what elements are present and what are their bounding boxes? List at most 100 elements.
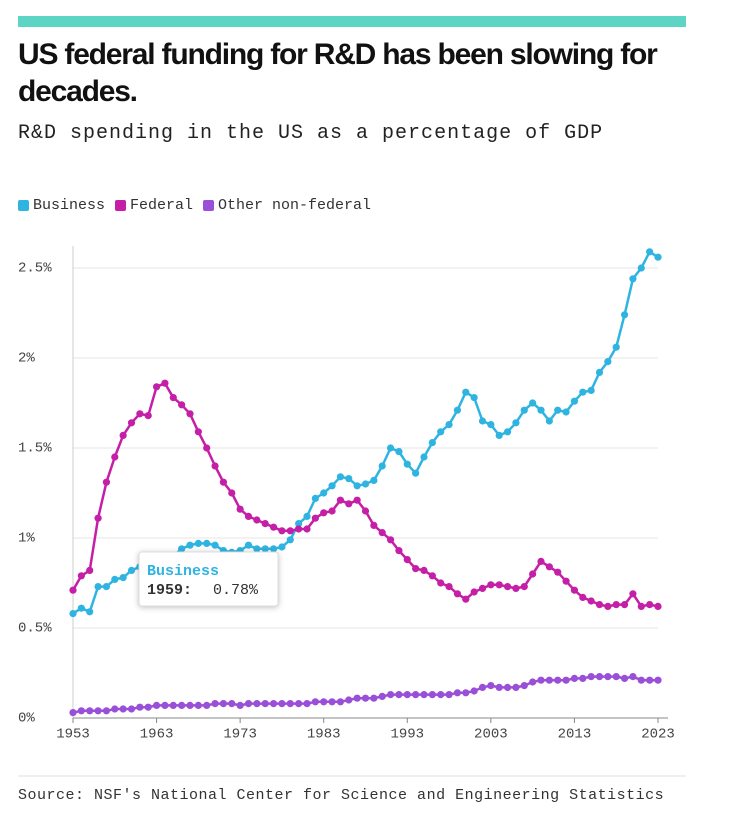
data-point [353,694,361,702]
data-point [336,496,345,504]
data-point [537,406,545,414]
y-tick-label: 1.5% [18,441,52,457]
data-point [637,264,645,272]
data-point [487,581,495,589]
data-point [386,691,395,699]
data-point [453,406,462,414]
data-point [545,676,553,684]
data-point [545,417,553,425]
data-point [654,676,662,684]
chart-title: US federal funding for R&D has been slow… [18,38,658,108]
legend-swatch [203,200,215,211]
data-point [637,676,645,684]
x-tick-label: 1983 [307,727,341,743]
data-point [119,431,127,439]
data-point [244,541,253,549]
data-point [503,428,512,436]
y-tick-label: 1% [18,531,35,547]
data-point [203,539,211,548]
data-point [386,444,395,452]
data-point [345,500,353,508]
y-tick-label: 2% [18,351,35,367]
data-point [194,701,202,710]
data-point [529,570,537,578]
data-point [77,572,85,580]
data-point [579,388,587,396]
data-point [587,597,595,605]
data-point [503,583,512,591]
legend-item: Federal [115,197,193,214]
data-point [370,694,378,702]
data-point [219,700,228,708]
data-point [286,700,294,708]
tooltip-title: Business [147,563,219,580]
data-point [186,701,194,710]
data-point [136,410,144,418]
tooltip: Business 1959: 0.78% [138,551,279,607]
data-point [612,673,620,681]
data-point [261,700,269,708]
data-point [487,421,495,429]
data-point [111,453,119,461]
data-point [395,691,403,699]
x-tick-label: 2023 [641,727,675,743]
data-point [219,478,228,486]
data-point [495,581,503,589]
data-point [194,539,202,548]
data-point [236,505,244,513]
data-point [328,507,336,515]
data-point [520,406,528,414]
data-point [495,431,503,439]
data-point [178,701,186,710]
data-point [244,700,253,708]
data-point [361,480,370,488]
data-point [386,536,395,544]
tooltip-box [138,551,279,607]
data-point [345,696,353,704]
chart-subtitle: R&D spending in the US as a percentage o… [18,122,604,145]
data-point [520,583,528,591]
data-point [512,419,520,427]
data-point [345,475,353,483]
data-point [186,410,194,418]
tooltip-label: 1959: [147,582,192,599]
data-point [127,705,136,713]
data-point [554,676,562,684]
data-point [445,691,453,699]
data-point [295,525,303,533]
data-point [152,383,161,391]
data-point [211,700,219,708]
data-point [144,412,152,420]
data-point [612,343,620,351]
data-point [119,574,127,582]
legend-swatch [115,200,127,211]
legend-swatch [18,200,29,211]
data-point [269,700,278,708]
data-point [236,701,244,710]
data-point [595,673,604,681]
data-point [395,547,403,555]
data-point [403,556,411,564]
data-point [336,473,345,481]
data-point [512,584,520,593]
legend: Business Federal Other non-federal [18,197,371,214]
data-point [462,388,470,396]
data-point [278,543,286,551]
data-point [269,545,278,553]
data-point [604,673,612,681]
data-point [169,701,177,710]
x-tick-label: 1973 [223,727,257,743]
data-point [503,683,512,692]
data-point [370,521,378,530]
data-point [378,462,386,470]
data-point [203,701,211,710]
legend-label: Other non-federal [218,197,372,214]
data-point [144,703,152,711]
data-point [620,601,629,609]
data-point [478,584,487,593]
data-point [286,527,294,535]
data-point [311,514,319,522]
data-point [445,421,453,429]
data-point [136,703,144,711]
data-point [311,698,319,706]
